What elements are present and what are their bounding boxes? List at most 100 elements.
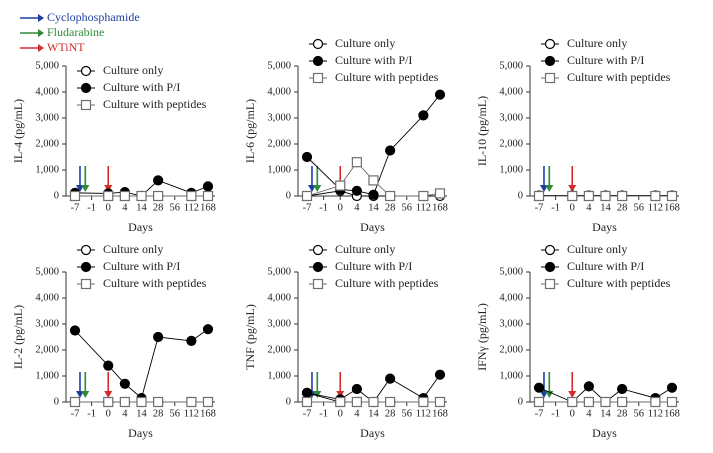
y-tick-label: 1,000 bbox=[267, 164, 291, 175]
data-point bbox=[119, 190, 130, 202]
data-point bbox=[69, 325, 81, 336]
y-axis-label: IFNγ (pg/mL) bbox=[475, 303, 489, 371]
data-point bbox=[583, 381, 594, 392]
y-tick-label: 3,000 bbox=[499, 112, 523, 123]
legend-marker bbox=[544, 72, 556, 84]
y-tick-label: 5,000 bbox=[499, 60, 523, 71]
data-point bbox=[202, 190, 214, 202]
legend-label: Culture with P/I bbox=[103, 259, 180, 273]
data-point bbox=[202, 396, 214, 408]
legend-label: Culture with P/I bbox=[335, 53, 412, 67]
legend-label: Culture with peptides bbox=[567, 276, 671, 290]
data-point bbox=[202, 324, 214, 335]
x-tick-label: 168 bbox=[664, 202, 680, 213]
data-point bbox=[617, 190, 628, 202]
x-tick-label: 4 bbox=[354, 408, 360, 419]
x-tick-label: 112 bbox=[416, 408, 431, 419]
x-axis-label: Days bbox=[360, 426, 385, 440]
x-tick-label: 14 bbox=[600, 202, 611, 213]
y-tick-label: 2,000 bbox=[35, 344, 59, 355]
x-tick-label: 56 bbox=[402, 202, 413, 213]
data-point bbox=[418, 396, 429, 408]
x-tick-label: 56 bbox=[634, 408, 645, 419]
data-point bbox=[301, 387, 313, 398]
x-tick-label: 28 bbox=[385, 202, 396, 213]
legend-label: Culture only bbox=[567, 36, 627, 50]
x-tick-label: 4 bbox=[586, 408, 592, 419]
data-point bbox=[434, 396, 446, 408]
x-tick-label: 14 bbox=[136, 202, 147, 213]
y-tick-label: 5,000 bbox=[267, 60, 291, 71]
x-tick-label: 168 bbox=[432, 202, 448, 213]
x-tick-label: 0 bbox=[570, 408, 575, 419]
data-point bbox=[418, 190, 429, 202]
treatment-legend-label: Fludarabine bbox=[47, 25, 104, 39]
data-point bbox=[335, 180, 346, 191]
data-point bbox=[567, 190, 578, 202]
data-point bbox=[385, 396, 396, 408]
y-tick-label: 4,000 bbox=[35, 86, 59, 97]
x-tick-label: -1 bbox=[551, 202, 560, 213]
legend-label: Culture with peptides bbox=[103, 276, 207, 290]
y-tick-label: 0 bbox=[518, 396, 523, 407]
treatment-arrowhead bbox=[75, 185, 84, 192]
legend-marker bbox=[80, 65, 92, 77]
data-point bbox=[301, 190, 313, 202]
y-axis-label: IL-4 (pg/mL) bbox=[11, 99, 25, 163]
treatment-legend-label: Cyclophosphamide bbox=[47, 10, 140, 24]
data-point bbox=[136, 190, 147, 202]
y-tick-label: 0 bbox=[286, 396, 291, 407]
legend-label: Culture with peptides bbox=[567, 70, 671, 84]
treatment-arrowhead bbox=[568, 391, 577, 398]
legend-marker bbox=[312, 278, 324, 290]
data-point bbox=[650, 396, 661, 408]
data-point bbox=[600, 190, 611, 202]
x-axis-label: Days bbox=[128, 220, 153, 234]
legend-marker bbox=[544, 278, 556, 290]
legend-label: Culture only bbox=[103, 242, 163, 256]
y-tick-label: 5,000 bbox=[35, 266, 59, 277]
y-tick-label: 3,000 bbox=[35, 318, 59, 329]
y-tick-label: 1,000 bbox=[499, 370, 523, 381]
y-tick-label: 1,000 bbox=[35, 164, 59, 175]
legend-marker bbox=[544, 261, 556, 273]
x-tick-label: -1 bbox=[87, 408, 96, 419]
x-tick-label: -1 bbox=[319, 408, 328, 419]
treatment-arrowhead bbox=[104, 391, 113, 398]
legend-label: Culture with P/I bbox=[567, 259, 644, 273]
data-point bbox=[153, 331, 164, 343]
y-tick-label: 1,000 bbox=[499, 164, 523, 175]
legend-marker bbox=[80, 99, 92, 111]
x-tick-label: 28 bbox=[385, 408, 396, 419]
x-tick-label: 4 bbox=[122, 202, 128, 213]
x-tick-label: 112 bbox=[648, 202, 663, 213]
data-point bbox=[186, 190, 197, 202]
x-tick-label: -1 bbox=[87, 202, 96, 213]
data-point bbox=[103, 190, 114, 202]
treatment-arrowhead bbox=[75, 391, 84, 398]
data-point bbox=[351, 185, 362, 196]
data-point bbox=[617, 383, 628, 395]
x-tick-label: 28 bbox=[617, 408, 628, 419]
x-tick-label: 14 bbox=[600, 408, 611, 419]
x-tick-label: 14 bbox=[368, 408, 379, 419]
data-point bbox=[385, 145, 396, 156]
legend-marker bbox=[544, 38, 556, 50]
legend-marker bbox=[80, 82, 92, 94]
treatment-arrowhead bbox=[539, 185, 548, 192]
data-point bbox=[666, 190, 678, 202]
legend-label: Culture with peptides bbox=[335, 70, 439, 84]
x-tick-label: 168 bbox=[200, 408, 216, 419]
data-point bbox=[368, 175, 379, 186]
x-tick-label: -7 bbox=[303, 408, 312, 419]
x-tick-label: 0 bbox=[106, 202, 111, 213]
data-point bbox=[385, 373, 396, 384]
y-tick-label: 2,000 bbox=[499, 344, 523, 355]
y-tick-label: 0 bbox=[54, 190, 59, 201]
x-tick-label: 112 bbox=[184, 408, 199, 419]
x-tick-label: 56 bbox=[634, 202, 645, 213]
legend-label: Culture only bbox=[335, 242, 395, 256]
treatment-arrowhead bbox=[81, 185, 90, 192]
data-point bbox=[533, 190, 545, 202]
data-point bbox=[153, 396, 164, 408]
